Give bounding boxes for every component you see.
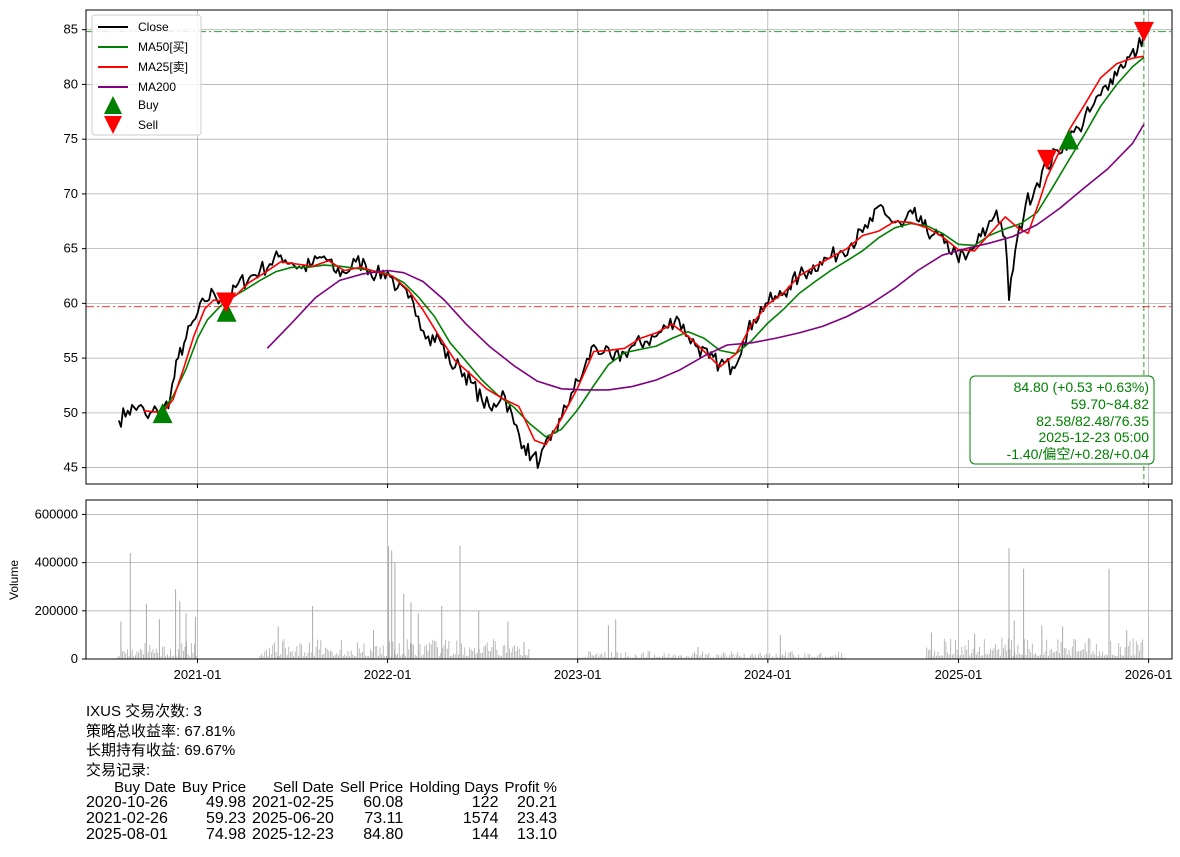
cell-profit: 13.10 — [516, 826, 557, 843]
col-buy-price: Buy Price — [181, 779, 247, 796]
legend-sell-marker — [104, 116, 122, 134]
volume-plot-background — [86, 500, 1172, 659]
legend-box — [91, 14, 202, 136]
col-holding-days: Holding Days — [409, 779, 499, 796]
price-ytick-label: 45 — [64, 460, 78, 475]
legend-buy-marker — [104, 96, 122, 114]
cell-holding-days: 1574 — [462, 810, 499, 827]
legend-close-label: Close — [138, 20, 169, 34]
cell-sell-price: 73.11 — [364, 810, 404, 827]
price-series-lines — [117, 31, 1145, 469]
cell-sell-date: 2025-06-20 — [252, 810, 334, 827]
cell-buy-date: 2025-08-01 — [86, 826, 168, 843]
cell-buy-date: 2021-02-26 — [86, 810, 168, 827]
trades-header-row: Buy Date Buy Price Sell Date Sell Price … — [86, 780, 563, 795]
series-line-ma25 — [143, 55, 1145, 446]
volume-axis-label: Volume — [7, 560, 21, 600]
cell-buy-price: 49.98 — [206, 794, 247, 811]
cell-buy-price: 59.23 — [206, 810, 247, 827]
info-box: 84.80 (+0.53 +0.63%) 59.70~84.82 82.58/8… — [969, 375, 1155, 465]
volume-ytick-label: 600000 — [35, 506, 78, 521]
volume-ytick-label: 0 — [71, 651, 78, 666]
buy-marker — [152, 403, 173, 424]
price-gridlines — [86, 10, 1172, 484]
cell-profit: 23.43 — [516, 810, 557, 827]
backtest-summary: IXUS 交易次数: 3 策略总收益率: 67.81% 长期持有收益: 69.6… — [86, 702, 563, 843]
info-moving-averages: 82.58/82.48/76.35 — [1036, 413, 1149, 429]
legend-sell-label: Sell — [138, 118, 158, 132]
volume-ytick-label: 400000 — [35, 555, 78, 570]
volume-panel: 0 200000 400000 600000 2021-01 2022-01 2023-0… — [7, 499, 1173, 682]
price-ytick-label: 70 — [64, 186, 78, 201]
col-profit: Profit % — [504, 779, 557, 796]
cell-buy-price: 74.98 — [206, 826, 247, 843]
volume-ytick-label: 200000 — [35, 603, 78, 618]
price-ytick-label: 60 — [64, 295, 78, 310]
volume-xtick-label: 2023-01 — [554, 667, 602, 682]
trades-label: 交易记录: — [86, 761, 151, 779]
info-timestamp: 2025-12-23 05:00 — [1038, 429, 1149, 445]
cell-sell-date: 2021-02-25 — [252, 794, 334, 811]
price-panel: 45 50 55 60 65 70 75 80 85 Close MA50[买] MA25[卖]… — [64, 9, 1173, 488]
price-volume-chart: 45 50 55 60 65 70 75 80 85 Close MA50[买] MA25[卖]… — [7, 9, 1173, 682]
cell-holding-days: 122 — [471, 794, 499, 811]
volume-y-axis: 0 200000 400000 600000 — [35, 506, 86, 666]
price-ytick-label: 55 — [64, 350, 78, 365]
sell-marker — [1036, 149, 1057, 170]
series-line-ma50 — [156, 56, 1145, 438]
cell-sell-price: 60.08 — [363, 794, 404, 811]
price-plot-frame — [85, 9, 1173, 485]
legend-ma200-label: MA200 — [138, 80, 176, 94]
trade-count: IXUS 交易次数: 3 — [86, 703, 202, 720]
info-box-frame — [969, 375, 1155, 465]
col-sell-date: Sell Date — [273, 779, 334, 796]
volume-xtick-label: 2026-01 — [1125, 667, 1173, 682]
table-row: 2025-08-01 74.98 2025-12-23 84.80 144 13… — [86, 827, 563, 843]
sell-marker — [216, 292, 237, 313]
price-ytick-label: 65 — [64, 241, 78, 256]
sell-marker — [1133, 21, 1154, 42]
legend-ma50-label: MA50[买] — [138, 40, 188, 54]
legend: Close MA50[买] MA25[卖] MA200 Buy Sell — [91, 14, 202, 136]
info-signal: -1.40/偏空/+0.28/+0.04 — [1007, 446, 1150, 462]
volume-xtick-label: 2024-01 — [744, 667, 792, 682]
cell-profit: 20.21 — [516, 794, 557, 811]
col-sell-price: Sell Price — [339, 779, 404, 796]
volume-plot-frame — [85, 499, 1173, 660]
cell-sell-price: 84.80 — [363, 826, 404, 843]
cell-sell-date: 2025-12-23 — [252, 826, 334, 843]
cell-holding-days: 144 — [471, 826, 499, 843]
col-buy-date: Buy Date — [114, 779, 176, 796]
price-ytick-label: 80 — [64, 76, 78, 91]
series-line-ma200 — [266, 123, 1145, 391]
legend-buy-label: Buy — [138, 98, 159, 112]
trade-markers — [152, 21, 1154, 424]
trades-table: Buy Date Buy Price Sell Date Sell Price … — [86, 780, 563, 843]
buy-marker — [1058, 129, 1079, 150]
price-ytick-label: 50 — [64, 405, 78, 420]
legend-ma25-label: MA25[卖] — [138, 60, 188, 74]
volume-bars — [117, 545, 1144, 659]
table-row: 2020-10-26 49.98 2021-02-25 60.08 122 20… — [86, 795, 563, 811]
volume-xtick-label: 2022-01 — [364, 667, 412, 682]
volume-xtick-label: 2025-01 — [935, 667, 983, 682]
price-y-axis: 45 50 55 60 65 70 75 80 85 — [64, 22, 86, 475]
buy-marker — [216, 301, 237, 322]
buy-hold-return: 长期持有收益: 69.67% — [86, 742, 236, 759]
info-range: 59.70~84.82 — [1071, 396, 1149, 412]
price-ytick-label: 75 — [64, 131, 78, 146]
price-ytick-label: 85 — [64, 22, 78, 37]
table-row: 2021-02-26 59.23 2025-06-20 73.11 1574 2… — [86, 811, 563, 827]
strategy-return: 策略总收益率: 67.81% — [86, 722, 236, 740]
price-x-tickmarks — [196, 484, 1150, 488]
cell-buy-date: 2020-10-26 — [86, 794, 168, 811]
volume-xtick-label: 2021-01 — [174, 667, 222, 682]
volume-x-axis: 2021-01 2022-01 2023-01 2024-01 2025-01 2026-… — [174, 659, 1173, 682]
info-price-change: 84.80 (+0.53 +0.63%) — [1014, 379, 1149, 395]
